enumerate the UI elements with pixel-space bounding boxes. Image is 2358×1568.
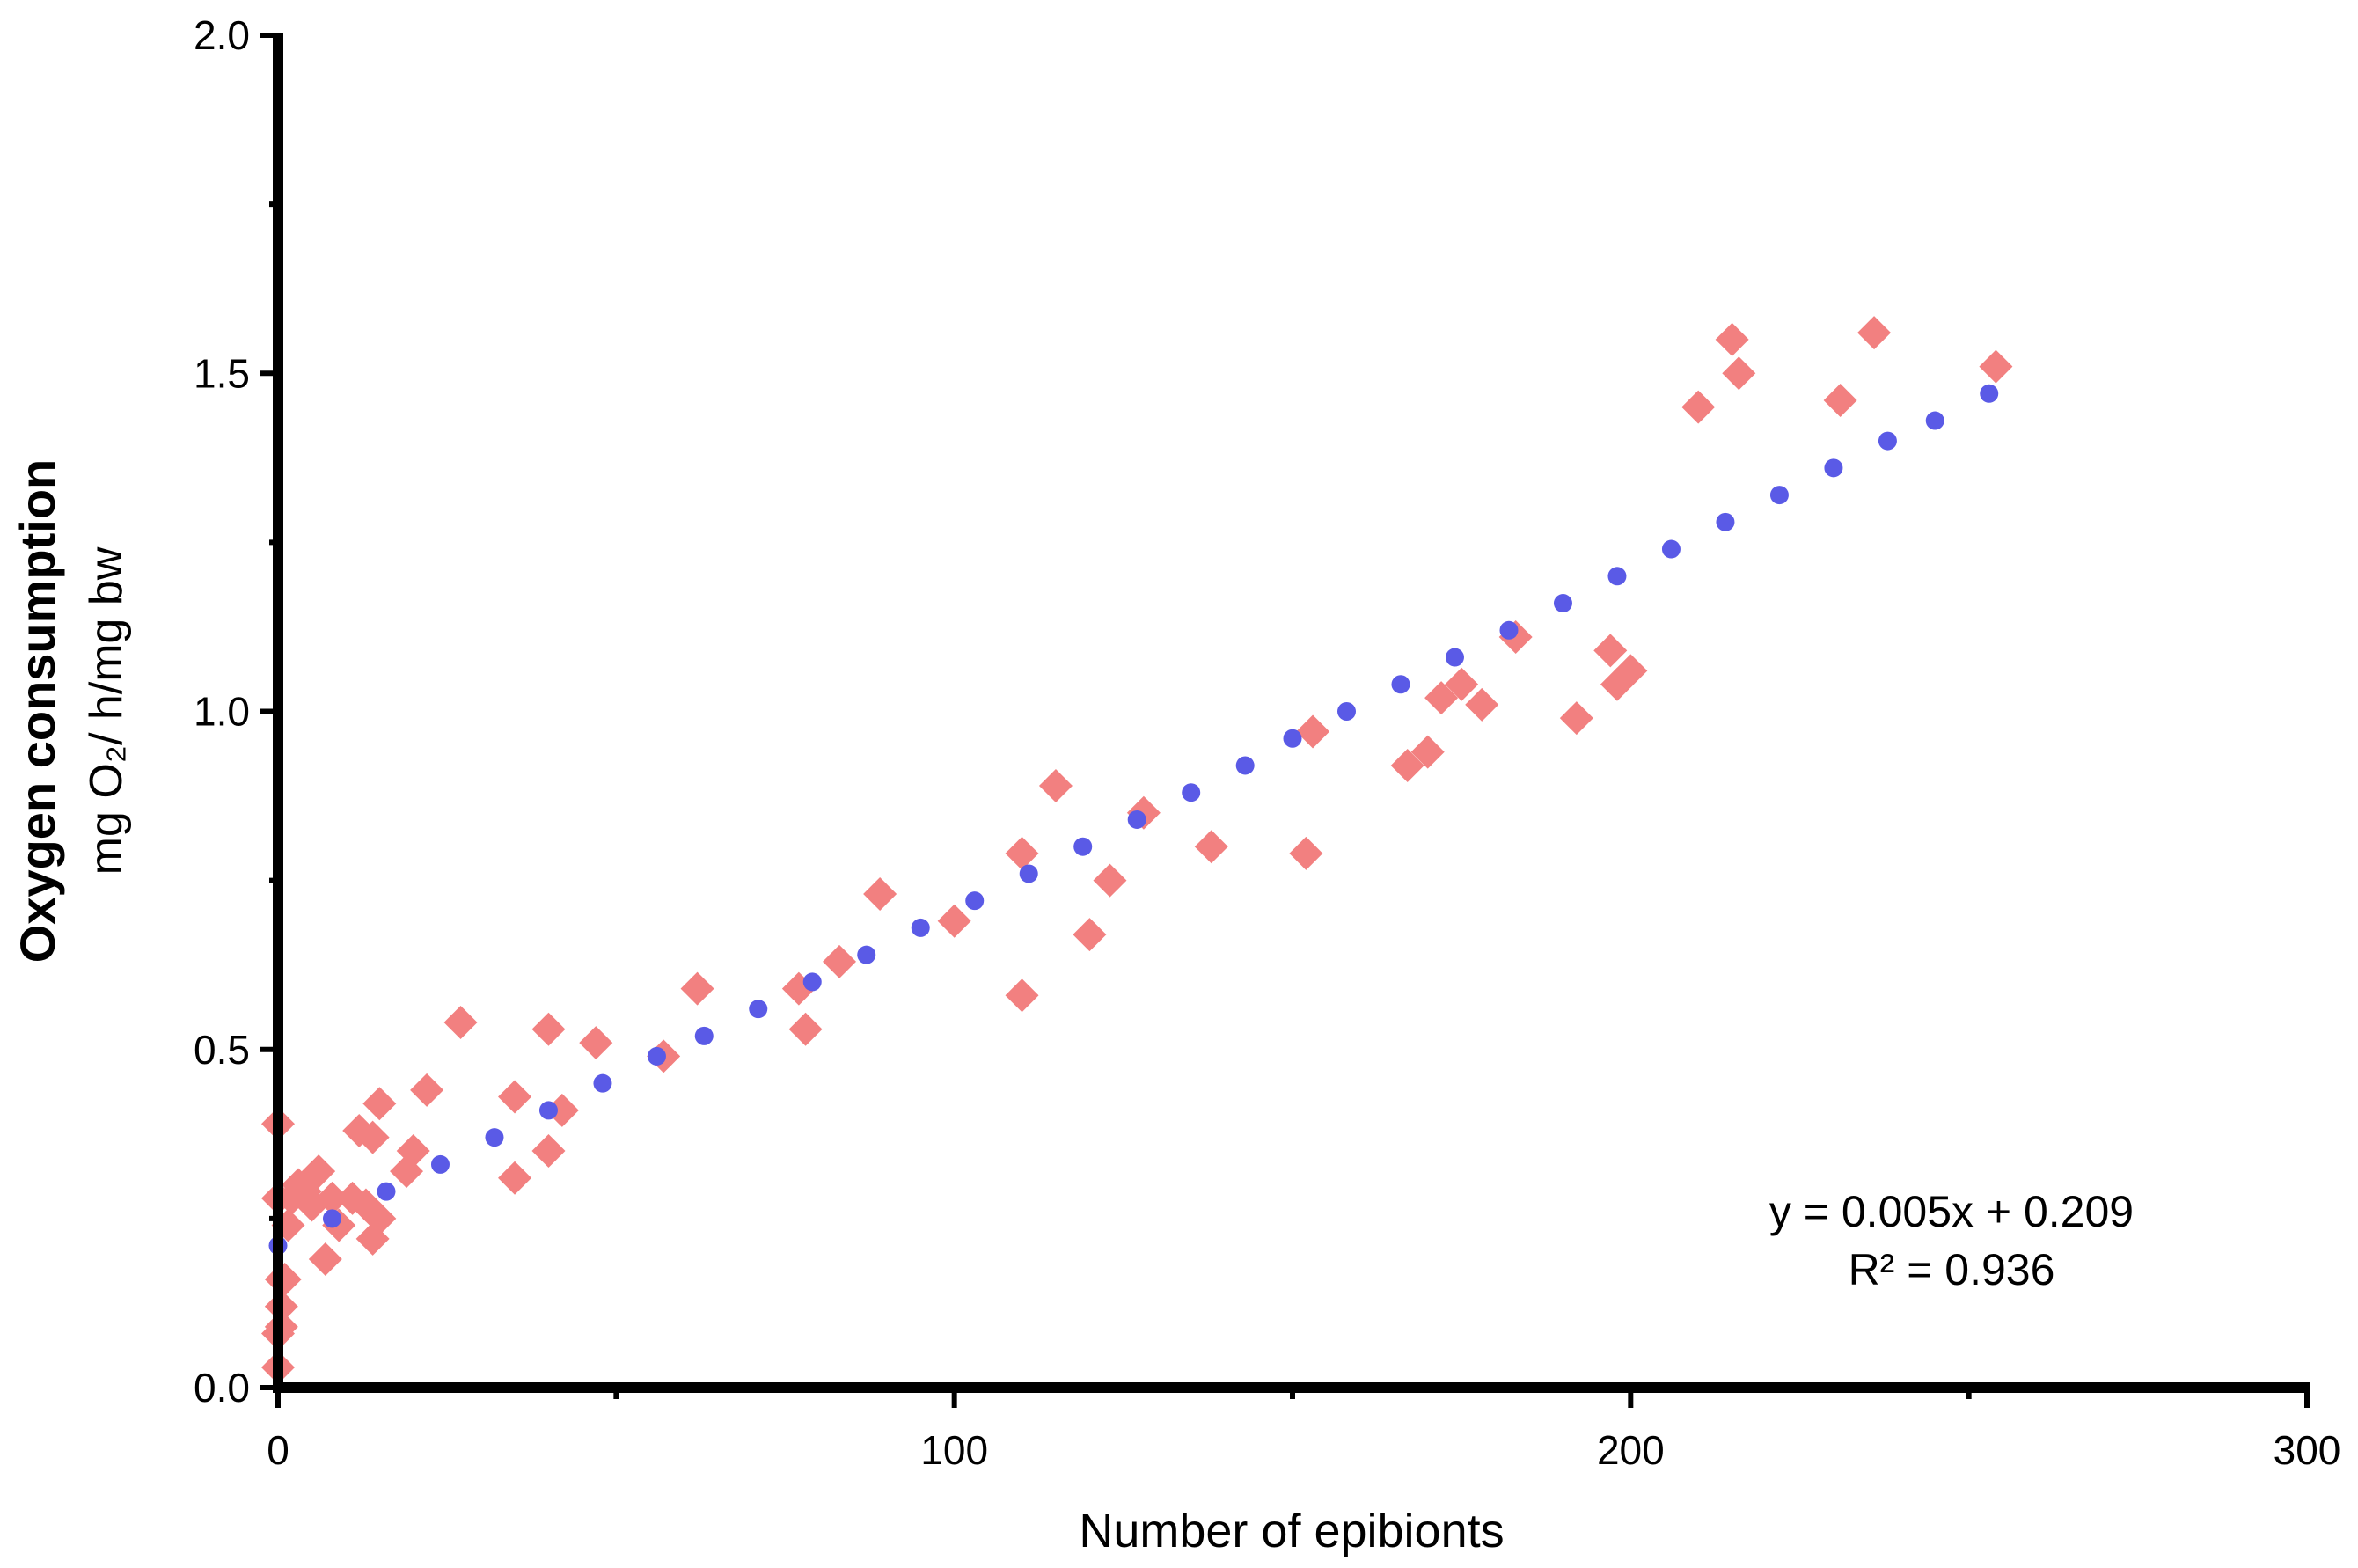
x-tick-label: 0: [267, 1427, 289, 1473]
data-point-diamond: [1614, 654, 1648, 688]
data-point-diamond: [1194, 830, 1228, 864]
data-point-diamond: [531, 1134, 566, 1169]
data-point-diamond: [1715, 322, 1749, 356]
x-tick-label: 300: [2274, 1427, 2341, 1473]
trend-point: [1019, 864, 1038, 883]
points-layer: [261, 316, 2013, 1384]
data-point-diamond: [1424, 681, 1459, 715]
y-tick-label: 0.5: [194, 1027, 250, 1073]
y-tick-label: 1.5: [194, 350, 250, 396]
data-point-diamond: [410, 1073, 444, 1107]
data-point-diamond: [1005, 836, 1039, 870]
data-point-diamond: [1823, 383, 1857, 417]
data-point-diamond: [1722, 356, 1756, 391]
trend-point: [1553, 594, 1572, 613]
trend-point: [593, 1073, 612, 1093]
data-point-diamond: [937, 904, 971, 938]
trend-point: [749, 1000, 768, 1019]
trend-point: [1182, 783, 1201, 802]
trend-point: [1716, 512, 1735, 531]
data-point-diamond: [1005, 978, 1039, 1013]
data-point-diamond: [1390, 748, 1424, 782]
trend-point: [1127, 810, 1146, 829]
trend-point: [322, 1209, 341, 1228]
data-point-diamond: [498, 1161, 532, 1195]
data-point-diamond: [788, 1012, 823, 1046]
data-point-diamond: [308, 1242, 342, 1276]
regression-r-squared: R² = 0.936: [1849, 1245, 2055, 1294]
data-point-diamond: [443, 1006, 478, 1040]
data-point-diamond: [1559, 701, 1593, 736]
data-point-diamond: [1289, 836, 1323, 870]
y-axis-unit: mg O₂/ h/mg bw: [81, 546, 132, 875]
trend-point: [647, 1046, 666, 1066]
data-point-diamond: [863, 876, 897, 911]
data-point-diamond: [680, 971, 714, 1006]
data-point-diamond: [362, 1087, 397, 1121]
trend-point: [802, 972, 822, 992]
trend-point: [1445, 648, 1464, 667]
y-axis-title-group: Oxygen consumption mg O₂/ h/mg bw: [10, 459, 132, 964]
x-tick-label: 200: [1597, 1427, 1665, 1473]
trend-point: [1336, 702, 1356, 721]
data-point-diamond: [315, 1181, 349, 1215]
trend-point: [1980, 384, 1999, 403]
trend-point: [430, 1154, 450, 1174]
trend-point: [1607, 567, 1627, 586]
data-point-diamond: [1038, 769, 1073, 803]
trend-point: [1283, 729, 1302, 748]
trend-point: [965, 891, 985, 911]
trend-point: [1073, 837, 1093, 856]
data-point-diamond: [1681, 390, 1716, 424]
x-tick-label: 100: [920, 1427, 988, 1473]
data-point-diamond: [822, 944, 856, 978]
trend-point: [377, 1182, 396, 1201]
data-point-diamond: [531, 1012, 566, 1046]
trend-point: [857, 945, 876, 964]
trend-point: [485, 1128, 504, 1147]
y-tick-label: 0.0: [194, 1365, 250, 1410]
data-point-diamond: [1073, 918, 1107, 952]
data-point-diamond: [355, 1120, 390, 1154]
y-tick-label: 1.0: [194, 689, 250, 735]
data-point-diamond: [1465, 687, 1499, 722]
data-point-diamond: [362, 1201, 397, 1235]
data-point-diamond: [1857, 316, 1892, 350]
trend-point: [1925, 411, 1944, 430]
data-point-diamond: [498, 1080, 532, 1114]
data-point-diamond: [1410, 735, 1445, 769]
trend-point: [1824, 458, 1843, 478]
trend-point: [694, 1026, 714, 1045]
y-tick-label: 2.0: [194, 12, 250, 58]
x-axis-title: Number of epibionts: [1079, 1505, 1504, 1557]
y-axis-ticks: 0.0 0.5 1.0 1.5 2.0: [194, 12, 283, 1410]
y-axis-title: Oxygen consumption: [10, 459, 65, 964]
data-point-diamond: [1093, 863, 1127, 898]
data-point-diamond: [545, 1093, 579, 1127]
data-point-diamond: [579, 1026, 613, 1060]
trend-point: [1661, 539, 1681, 559]
trend-point: [1391, 675, 1410, 694]
data-point-diamond: [1593, 634, 1628, 668]
data-point-diamond: [396, 1134, 430, 1169]
x-axis-ticks: 0 100 200 300: [267, 1382, 2340, 1473]
trend-point: [911, 918, 930, 937]
trend-point: [1878, 431, 1897, 451]
regression-equation: y = 0.005x + 0.209: [1769, 1187, 2134, 1236]
data-point-diamond: [302, 1154, 336, 1189]
data-point-diamond: [1296, 714, 1330, 749]
data-point-diamond: [1979, 349, 2013, 384]
trend-point: [1769, 486, 1789, 505]
data-point-diamond: [1445, 667, 1479, 701]
trend-point: [1499, 620, 1519, 640]
trend-point: [538, 1101, 558, 1120]
trend-point: [1235, 756, 1255, 775]
